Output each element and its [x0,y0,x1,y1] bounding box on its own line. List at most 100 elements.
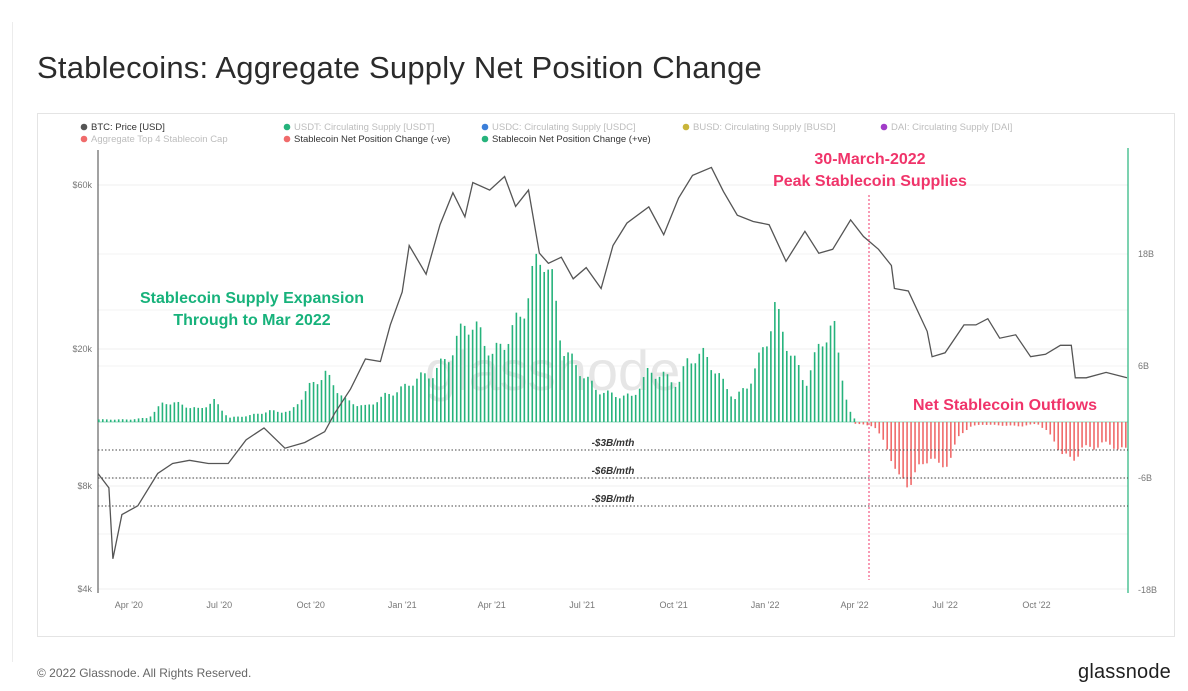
negative-bar [942,422,944,468]
positive-bar [467,334,470,422]
positive-bar [829,325,832,422]
negative-bar [1101,422,1103,443]
positive-bar [117,419,120,422]
threshold-label: -$9B/mth [592,494,635,505]
positive-bar [404,383,406,422]
positive-bar [762,347,764,422]
positive-bar [634,394,637,422]
positive-bar [821,346,824,422]
positive-bar [579,376,581,422]
positive-bar [726,389,728,422]
positive-bar [487,355,490,422]
x-tick-label: Oct '22 [1022,600,1050,610]
positive-bar [750,383,752,422]
legend-label: USDC: Circulating Supply [USDC] [492,122,636,133]
negative-bar [934,422,936,459]
positive-bar [420,372,422,422]
negative-bar [918,422,920,465]
negative-bar [922,422,924,465]
negative-bar [878,422,881,434]
positive-bar [575,365,577,422]
negative-bar [1105,422,1107,442]
negative-bar [1113,422,1115,449]
positive-bar [249,415,251,422]
positive-bar [543,271,546,422]
negative-bar [906,422,908,488]
negative-bar [1081,422,1083,448]
positive-bar [571,353,573,422]
positive-bar [646,367,649,422]
annotation-outflows: Net Stablecoin Outflows [913,397,1097,414]
positive-bar [316,384,319,422]
negative-bar [1049,422,1052,435]
positive-bar [607,390,609,422]
positive-bar [670,382,673,422]
positive-bar [535,253,538,422]
positive-bar [185,407,188,422]
negative-bar [1069,422,1071,457]
positive-bar [205,407,207,422]
positive-bar [368,404,371,422]
positive-bar [551,269,553,422]
positive-bar [491,353,494,422]
negative-bar [870,422,873,427]
legend-label: DAI: Circulating Supply [DAI] [891,122,1012,133]
positive-bar [722,378,724,422]
positive-bar [181,404,184,422]
positive-bar [352,404,355,422]
positive-bar [189,408,192,422]
positive-bar [789,355,792,422]
negative-bar [1117,422,1119,450]
positive-bar [710,370,713,422]
positive-bar [591,380,593,422]
positive-bar [630,395,633,422]
positive-bar [416,378,418,422]
positive-bar [801,380,804,422]
positive-bar [754,368,756,422]
positive-bar [666,374,669,422]
positive-bar [523,318,526,422]
x-tick-label: Jul '20 [206,600,232,610]
positive-bar [479,327,482,422]
negative-bar [854,422,857,424]
negative-bar [1085,422,1087,446]
positive-bar [583,378,585,422]
positive-bar [372,404,375,422]
positive-bar [284,411,287,422]
x-tick-label: Apr '22 [840,600,868,610]
legend-marker [880,123,888,131]
positive-bar [340,395,343,422]
positive-bar [622,395,625,422]
positive-bar [296,404,299,422]
positive-bar [149,416,152,422]
positive-bar [328,374,331,422]
negative-bar [910,422,912,485]
negative-bar [1077,422,1079,457]
footer-logo: glassnode [1078,661,1171,683]
positive-bar [499,343,502,422]
negative-bar [1057,422,1060,450]
positive-bar [599,394,601,422]
positive-bar [595,389,597,422]
positive-bar [209,403,211,422]
negative-bar [961,422,964,434]
annotation-peak-date: 30-March-2022 [814,151,925,168]
positive-bar [475,321,478,422]
legend-marker [481,135,489,143]
negative-bar [1033,422,1036,425]
x-tick-label: Apr '21 [478,600,506,610]
positive-bar [626,393,629,422]
positive-bar [165,404,168,422]
positive-bar [714,373,717,422]
positive-bar [698,353,701,422]
positive-bar [300,399,303,422]
right-tick-label: -6B [1138,473,1152,483]
negative-bar [914,422,916,473]
positive-bar [280,412,283,422]
positive-bar [563,356,565,422]
positive-bar [312,381,315,422]
x-tick-label: Jan '21 [388,600,417,610]
positive-bar [265,412,267,422]
chart-frame [37,113,1175,637]
negative-bar [1045,422,1048,430]
